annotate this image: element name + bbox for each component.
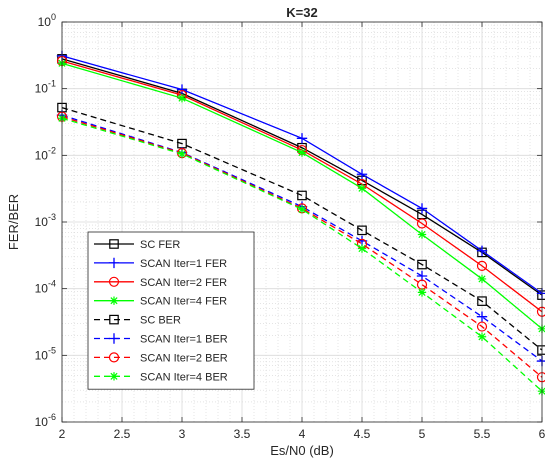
x-tick-label: 5.5	[474, 427, 491, 441]
square-marker	[477, 296, 487, 306]
square-marker	[109, 314, 119, 325]
legend-label: SCAN Iter=1 FER	[140, 258, 227, 270]
plus-marker	[476, 245, 488, 256]
asterisk-marker	[417, 288, 427, 297]
legend-entry: SC FER	[94, 239, 180, 251]
y-tick-label: 10-1	[35, 79, 56, 96]
series-scan-iter-1-fer	[56, 50, 545, 299]
y-tick-label: 10-5	[35, 345, 56, 362]
plus-marker	[108, 333, 120, 344]
x-tick-label: 2.5	[114, 427, 131, 441]
x-tick-label: 2	[59, 427, 66, 441]
legend-label: SC BER	[140, 315, 181, 327]
asterisk-marker	[177, 149, 187, 159]
x-tick-label: 3	[179, 427, 186, 441]
y-tick-label: 10-3	[35, 212, 56, 229]
legend-entry: SCAN Iter=2 FER	[94, 276, 227, 289]
asterisk-marker	[357, 184, 367, 193]
y-tick-label: 100	[38, 12, 56, 29]
square-marker	[297, 190, 307, 201]
asterisk-marker	[477, 332, 487, 341]
legend-label: SCAN Iter=4 FER	[140, 296, 227, 308]
legend: SC FER SCAN Iter=1 FER SCAN Iter=2 FER SCAN…	[87, 231, 255, 390]
asterisk-marker	[297, 205, 307, 214]
legend-entry: SC BER	[94, 315, 181, 327]
legend-label: SCAN Iter=4 BER	[140, 371, 228, 383]
asterisk-marker	[109, 372, 119, 381]
square-marker	[109, 239, 119, 249]
circle-marker	[476, 321, 488, 332]
x-tick-label: 4.5	[354, 427, 371, 441]
legend-entry: SCAN Iter=4 BER	[94, 371, 228, 383]
plus-marker	[356, 169, 368, 180]
axes: 2 2.5 3 3.5 4 4.5 5 5.5 6 100 10-1 10-2 10-3 10-4 10-5…	[35, 12, 545, 441]
y-axis-label: FER/BER	[6, 194, 21, 250]
chart-title: K=32	[286, 5, 317, 20]
series-line	[61, 106, 543, 351]
asterisk-marker	[297, 148, 307, 157]
legend-entry: SCAN Iter=1 FER	[94, 257, 227, 270]
plus-marker	[176, 84, 188, 95]
circle-marker	[476, 260, 488, 271]
plus-marker	[416, 270, 428, 282]
legend-entry: SCAN Iter=1 BER	[94, 333, 228, 346]
x-tick-label: 6	[539, 427, 545, 441]
plus-marker	[296, 133, 308, 144]
asterisk-marker	[537, 386, 545, 396]
y-tick-label: 10-6	[35, 412, 56, 429]
x-tick-label: 4	[299, 427, 306, 441]
asterisk-marker	[537, 324, 545, 334]
circle-marker	[416, 218, 428, 229]
plus-marker	[108, 257, 120, 269]
asterisk-marker	[357, 244, 367, 253]
legend-label: SCAN Iter=2 FER	[140, 277, 227, 289]
legend-label: SC FER	[140, 239, 180, 251]
legend-box	[87, 231, 255, 390]
plus-marker	[476, 311, 488, 322]
x-tick-label: 3.5	[234, 427, 251, 441]
legend-entry: SCAN Iter=4 FER	[94, 296, 227, 308]
circle-marker	[108, 276, 120, 287]
circle-marker	[108, 352, 120, 363]
legend-label: SCAN Iter=2 BER	[140, 352, 228, 364]
square-marker	[417, 259, 427, 270]
x-tick-label: 5	[419, 427, 426, 441]
asterisk-marker	[109, 296, 119, 305]
plus-marker	[416, 203, 428, 214]
asterisk-marker	[177, 93, 187, 103]
asterisk-marker	[477, 274, 487, 284]
asterisk-marker	[417, 230, 427, 239]
square-marker	[357, 225, 367, 236]
legend-entry: SCAN Iter=2 BER	[94, 352, 228, 364]
x-axis-label: Es/N0 (dB)	[270, 443, 334, 458]
legend-label: SCAN Iter=1 BER	[140, 334, 228, 346]
y-tick-label: 10-2	[35, 145, 56, 162]
y-tick-label: 10-4	[35, 279, 56, 296]
